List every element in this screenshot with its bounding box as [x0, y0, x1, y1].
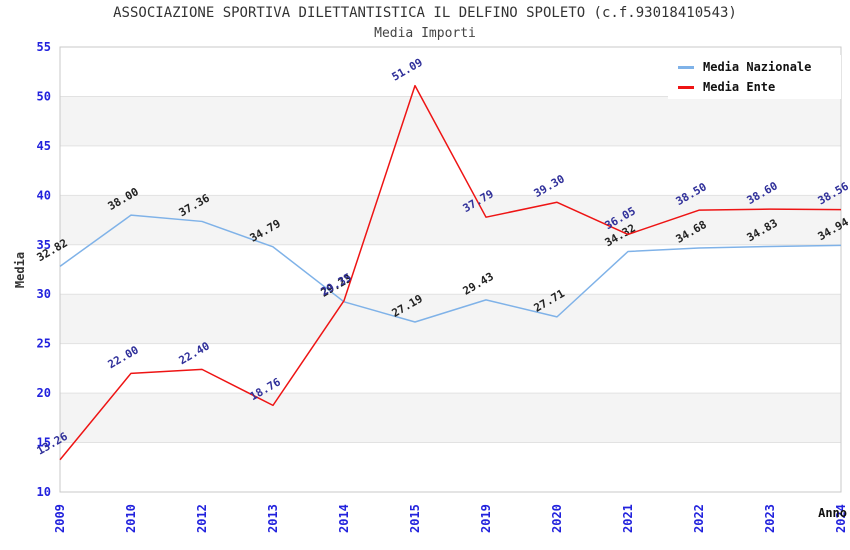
y-tick-label: 25: [37, 337, 51, 351]
y-tick-label: 55: [37, 40, 51, 54]
legend-item-media-ente: Media Ente: [678, 77, 841, 97]
y-tick-label: 15: [37, 436, 51, 450]
chart-title: ASSOCIAZIONE SPORTIVA DILETTANTISTICA IL…: [113, 5, 737, 21]
series-line-media-nazionale: [59, 214, 842, 323]
x-axis-title: Anno: [818, 506, 847, 520]
x-tick-label: 2013: [266, 504, 280, 533]
x-tick-label: 2023: [763, 504, 777, 533]
series-line-media-ente: [59, 84, 842, 461]
point-label: 51.09: [390, 56, 425, 84]
x-tick-label: 2010: [124, 504, 138, 533]
x-tick-label: 2014: [337, 504, 351, 533]
legend-label-media-ente: Media Ente: [703, 80, 776, 94]
y-tick-label: 35: [37, 238, 51, 252]
x-tick-label: 2024: [834, 504, 848, 533]
chart-legend: Media Nazionale Media Ente: [668, 55, 841, 99]
media-nazionale-line-swatch: [678, 65, 694, 69]
plot-border: [59, 46, 842, 493]
point-label: 22.00: [106, 343, 141, 371]
x-tick-label: 2021: [621, 504, 635, 533]
y-tick-label: 10: [37, 485, 51, 499]
plot-band: [60, 393, 841, 443]
legend-label-media-nazionale: Media Nazionale: [703, 60, 812, 74]
x-tick-label: 2019: [479, 504, 493, 533]
point-label: 29.43: [461, 270, 496, 298]
x-tick-label: 2009: [53, 504, 67, 533]
media-ente-line-swatch: [678, 85, 694, 89]
plot-band: [60, 294, 841, 344]
y-tick-label: 45: [37, 139, 51, 153]
y-tick-label: 40: [37, 188, 51, 202]
legend-item-media-nazionale: Media Nazionale: [678, 57, 841, 77]
x-tick-label: 2015: [408, 504, 422, 533]
plot-band: [60, 195, 841, 245]
y-tick-label: 20: [37, 386, 51, 400]
x-tick-label: 2020: [550, 504, 564, 533]
y-tick-label: 50: [37, 89, 51, 103]
plot-band: [60, 96, 841, 146]
x-tick-label: 2012: [195, 504, 209, 533]
chart-subtitle: Media Importi: [374, 26, 476, 41]
x-tick-label: 2022: [692, 504, 706, 533]
y-axis-title: Media: [13, 252, 27, 288]
y-tick-label: 30: [37, 287, 51, 301]
